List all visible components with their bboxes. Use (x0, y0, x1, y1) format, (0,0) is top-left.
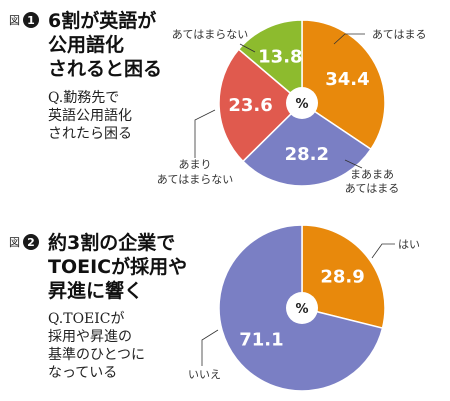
figure-2-label: 図 (9, 236, 20, 249)
figure-1-label-maamaa-line-1: まあまあ (350, 168, 394, 181)
figure-2-leader-hai (371, 243, 395, 259)
figure-2-leader-lines (201, 243, 395, 366)
figure-1-title-line-2: 公用語化 (48, 33, 124, 56)
figure-2-title-line-2: TOEICが採用や (48, 255, 187, 278)
figure-1-slice-1 (301, 19, 386, 151)
figure-1-number: 1 (27, 14, 35, 27)
figure-2-slice-1-value: 28.9 (320, 266, 364, 287)
figure-1-center-label: % (295, 97, 308, 112)
figure-2-question-line-3: 基準のひとつに (48, 346, 145, 363)
figure-1-title-line-1: 6割が英語が (48, 9, 156, 32)
figure-1-pie: 34.4 28.2 23.6 13.8% (218, 19, 386, 187)
figure-1-label-atehamaru: あてはまる (372, 28, 427, 41)
figure-1-label-amari-line-2: あてはまらない (157, 173, 234, 186)
figure-1-label: 図 (9, 14, 20, 27)
figure-1-slice-4 (237, 19, 303, 105)
figure-1-header: 図 1 6割が英語が 公用語化 されると困る Q.勤務先で 英語公用語化 された… (9, 9, 162, 142)
figure-1-question-line-1: Q.勤務先で (48, 90, 119, 106)
figure-1-label-maamaa-line-2: あてはまる (345, 182, 400, 195)
figure-1-slice-2-value: 28.2 (285, 144, 329, 165)
figure-1-slice-3 (218, 48, 304, 163)
figure-1-leader-amari (194, 109, 216, 158)
figure-1-center-hole (286, 87, 318, 119)
figure-1-category-labels: あてはまる まあまあ あてはまる あまり あてはまらない あてはまらない (157, 28, 427, 195)
figure-2-slice-1 (301, 224, 386, 330)
figure-1-slice-4-value: 13.8 (258, 46, 302, 67)
figure-2-slice-2-value: 71.1 (239, 330, 283, 351)
figure-1-label-amari-line-1: あまり (179, 158, 212, 171)
figure-2-leader-iie (201, 329, 219, 366)
figure-1-leader-atehamaranai (239, 43, 256, 53)
figure-1-slice-2 (241, 102, 372, 187)
figure-1-leader-lines (194, 33, 365, 169)
figure-2-category-labels: はい いいえ (188, 238, 420, 381)
figure-2-header: 図 2 約3割の企業で TOEICが採用や 昇進に響く Q.TOEICが 採用や… (9, 231, 187, 381)
figure-1-leader-maamaa (344, 159, 363, 169)
figure-2-title-line-1: 約3割の企業で (48, 231, 175, 254)
figure-2-label-iie: いいえ (188, 368, 221, 381)
figure-2-number-badge (23, 234, 39, 250)
figure-1-title-line-3: されると困る (48, 58, 162, 80)
figure-2-question-line-1: Q.TOEICが (48, 311, 125, 327)
figure-1-label-atehamaranai: あてはまらない (172, 28, 249, 41)
figure-1-question-line-3: されたら困る (48, 126, 132, 142)
figure-2-title-line-3: 昇進に響く (48, 279, 143, 302)
figure-1-number-badge (23, 12, 39, 28)
figure-2-label-hai: はい (398, 238, 420, 251)
figure-2-pie: 28.9 71.1% (218, 224, 386, 392)
figure-1-slice-3-value: 23.6 (228, 95, 272, 116)
figure-2-center-label: % (295, 302, 308, 317)
figure-2-question-line-2: 採用や昇進の (48, 329, 132, 345)
figure-2-center-hole (286, 292, 318, 324)
figure-1-question-line-2: 英語公用語化 (48, 107, 132, 124)
figure-2-number: 2 (27, 236, 35, 249)
figure-2-question-line-4: なっている (48, 365, 117, 381)
figure-1-slice-1-value: 34.4 (325, 69, 369, 90)
figure-1-leader-atehamaru (333, 33, 365, 45)
